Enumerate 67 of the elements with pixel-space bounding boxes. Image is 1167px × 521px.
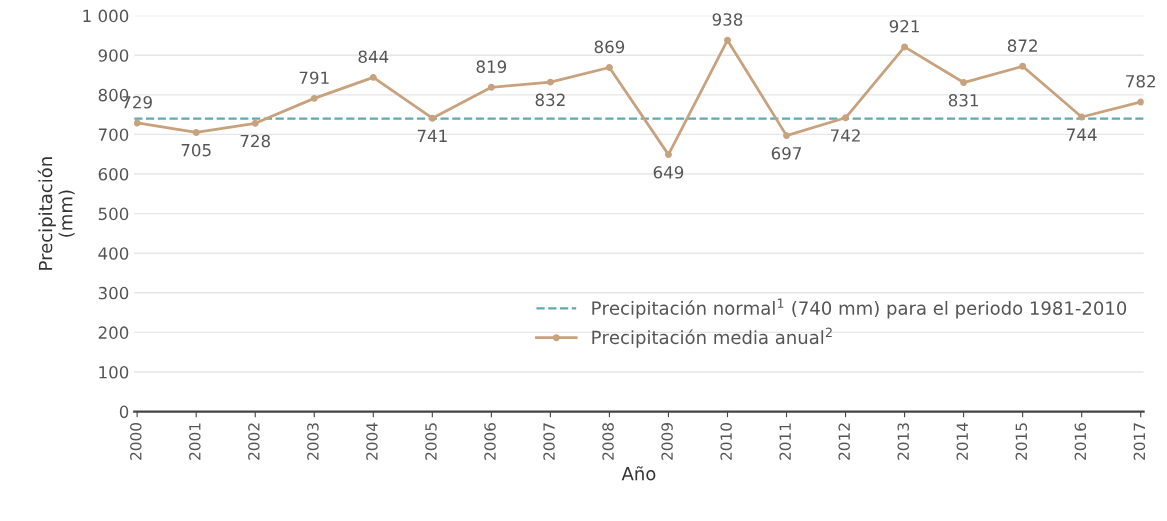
y-axis-title: Precipitación (mm) <box>37 157 75 270</box>
x-tick-label: 2001 <box>189 423 201 460</box>
data-label: 705 <box>181 143 211 157</box>
x-axis-title: Año <box>621 466 656 481</box>
x-tick-label: 2011 <box>779 423 791 460</box>
data-label: 741 <box>417 129 447 142</box>
point <box>1137 98 1144 106</box>
data-label: 782 <box>1126 75 1155 88</box>
point <box>901 43 909 51</box>
legend-label: Precipitación media anual$^{2}$ <box>592 327 832 348</box>
y-tick-label: 0 <box>119 405 129 419</box>
x-tick-label: 2010 <box>720 423 732 460</box>
x-tick-label: 2005 <box>425 423 437 460</box>
point <box>428 114 436 122</box>
point <box>1078 113 1086 121</box>
point <box>134 119 141 127</box>
point <box>310 94 318 102</box>
point <box>724 36 731 44</box>
data-label: 697 <box>771 147 801 160</box>
point <box>842 114 850 122</box>
data-label: 921 <box>889 19 919 33</box>
y-tick-label: 600 <box>98 167 129 181</box>
x-tick-label: 2013 <box>897 423 910 460</box>
x-tick-label: 2007 <box>543 423 555 460</box>
data-label: 649 <box>653 166 684 179</box>
y-tick-label: 1 000 <box>83 9 129 23</box>
y-tick-label: 900 <box>98 49 129 62</box>
x-tick-label: 2006 <box>484 422 496 460</box>
data-label: 742 <box>831 129 860 142</box>
x-tick-label: 2002 <box>248 423 260 460</box>
data-label: 872 <box>1007 39 1037 52</box>
x-tick-label: 2003 <box>307 423 319 460</box>
point <box>783 132 790 140</box>
y-tick-label: 200 <box>98 326 129 339</box>
x-tick-label: 2000 <box>130 423 142 460</box>
data-label: 728 <box>240 134 270 148</box>
point <box>664 151 672 159</box>
point <box>487 83 495 91</box>
x-tick-label: 2012 <box>838 423 850 460</box>
y-tick-label: 500 <box>98 207 129 221</box>
point <box>605 64 613 71</box>
x-tick-label: 2008 <box>602 423 614 460</box>
data-label: 831 <box>948 93 978 107</box>
data-label: 744 <box>1067 128 1097 141</box>
point <box>546 78 554 86</box>
data-label: 791 <box>299 71 329 85</box>
y-tick-label: 100 <box>99 365 129 379</box>
data-label: 832 <box>535 93 565 107</box>
data-label: 869 <box>594 40 625 54</box>
data-label: 938 <box>712 13 743 26</box>
y-tick-label: 700 <box>98 128 129 141</box>
y-tick-label: 400 <box>98 247 129 260</box>
legend-label: Precipitación normal$^{1}$ (740 mm) para el periodo 1981-2010 <box>592 298 1127 319</box>
data-label: 819 <box>476 60 507 73</box>
x-tick-label: 2004 <box>366 422 378 460</box>
x-tick-label: 2015 <box>1015 423 1028 460</box>
x-tick-label: 2017 <box>1133 423 1146 460</box>
point <box>192 128 200 136</box>
point <box>369 73 377 81</box>
point <box>960 79 968 87</box>
point <box>251 119 259 127</box>
y-tick-label: 300 <box>98 286 129 300</box>
x-tick-label: 2009 <box>661 423 673 460</box>
x-tick-label: 2016 <box>1074 422 1087 460</box>
data-label: 844 <box>358 50 389 64</box>
x-tick-label: 2014 <box>956 422 969 460</box>
point <box>1019 62 1027 70</box>
